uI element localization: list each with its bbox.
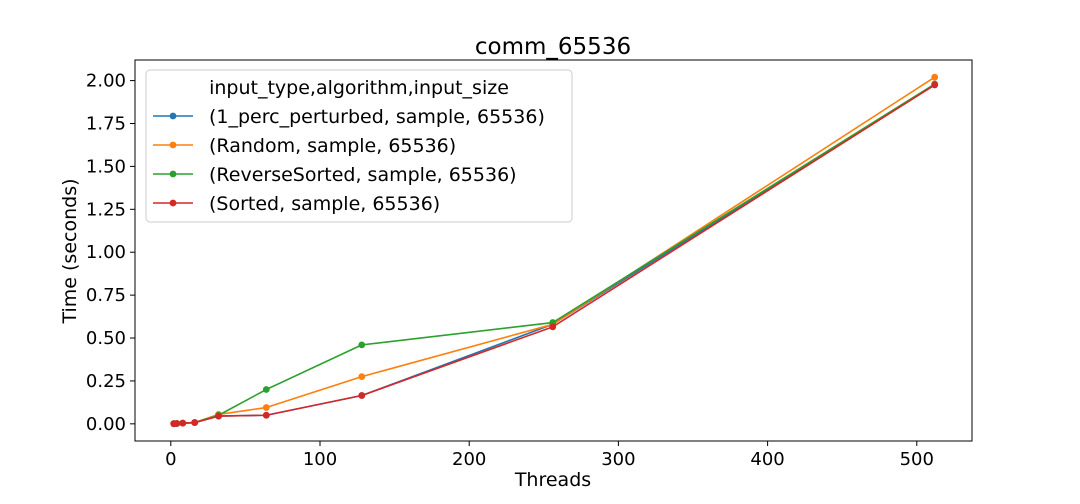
y-tick-label: 1.25	[86, 199, 126, 220]
legend-marker	[169, 199, 177, 207]
y-tick-label: 0.50	[86, 328, 126, 349]
y-tick-label: 0.00	[86, 414, 126, 435]
y-tick-label: 1.50	[86, 156, 126, 177]
data-point	[173, 420, 181, 427]
legend-label: (Random, sample, 65536)	[209, 135, 456, 157]
y-axis-title: Time (seconds)	[59, 178, 81, 324]
data-point	[191, 419, 199, 427]
x-tick-label: 300	[601, 449, 635, 470]
data-point	[215, 412, 222, 420]
x-tick-label: 200	[452, 449, 486, 470]
x-tick-label: 400	[750, 449, 784, 470]
legend-marker	[169, 170, 177, 178]
legend-marker	[169, 141, 177, 149]
data-point	[262, 404, 270, 411]
data-point	[179, 419, 187, 427]
legend-label: (ReverseSorted, sample, 65536)	[209, 164, 517, 186]
y-axis: 0.00 0.25 0.50 0.75 1.00 1.25 1.50 1.75 2.00	[86, 71, 135, 435]
x-axis: 0 100 200 300 400 500	[165, 441, 934, 470]
x-tick-label: 500	[900, 449, 934, 470]
legend-box	[145, 69, 573, 223]
y-tick-label: 0.25	[86, 371, 126, 392]
y-tick-label: 0.75	[86, 285, 126, 306]
plot-marks	[170, 73, 939, 428]
data-point	[262, 386, 270, 393]
data-point	[549, 323, 557, 331]
y-tick-label: 2.00	[86, 71, 126, 92]
data-point	[358, 341, 366, 349]
legend-label: (1_perc_perturbed, sample, 65536)	[209, 106, 545, 128]
data-point	[931, 81, 939, 89]
legend: input_type,algorithm,input_size (1_perc_…	[145, 69, 573, 223]
x-tick-label: 100	[303, 449, 337, 470]
chart-title: comm_65536	[475, 34, 631, 60]
data-point	[358, 392, 366, 399]
legend-marker	[169, 112, 177, 120]
legend-label: (Sorted, sample, 65536)	[209, 193, 440, 215]
plot-frame	[134, 59, 973, 442]
legend-items: (1_perc_perturbed, sample, 65536) (Random…	[153, 106, 545, 215]
x-tick-label: 0	[165, 449, 176, 470]
data-point	[358, 373, 366, 381]
y-tick-label: 1.75	[86, 114, 126, 135]
data-point	[931, 73, 939, 81]
data-point	[262, 411, 270, 419]
legend-title: input_type,algorithm,input_size	[209, 77, 509, 99]
x-axis-title: Threads	[514, 469, 591, 491]
y-tick-label: 1.00	[86, 242, 126, 263]
